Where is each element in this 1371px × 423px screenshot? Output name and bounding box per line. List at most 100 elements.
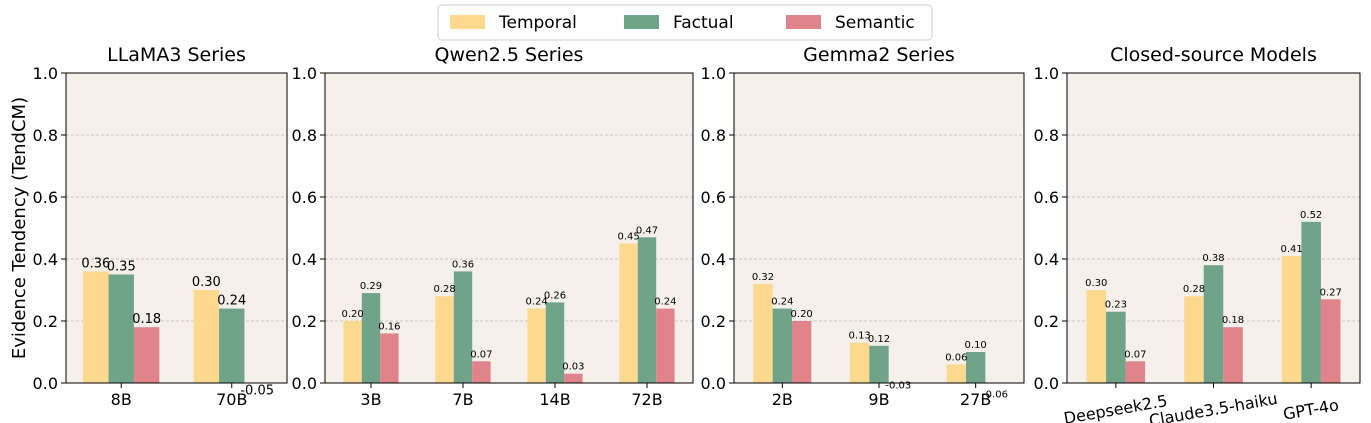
value-label: 0.52 — [1300, 210, 1322, 221]
legend-swatch — [786, 15, 821, 29]
value-label: 0.26 — [544, 290, 566, 301]
value-label: 0.36 — [81, 256, 110, 271]
legend-swatch — [450, 15, 485, 29]
value-label: 0.24 — [217, 294, 246, 309]
bars — [83, 271, 245, 383]
y-tick-label: 0.6 — [292, 188, 317, 207]
value-label: 0.28 — [433, 284, 455, 295]
bar — [1203, 265, 1224, 383]
value-label: 0.24 — [771, 297, 793, 308]
y-axis-label: Evidence Tendency (TendCM) — [9, 97, 30, 359]
bar — [637, 237, 657, 383]
bar — [361, 293, 381, 383]
axes-frame — [65, 72, 288, 384]
axes-frame — [324, 72, 694, 384]
y-tick-label: 0.4 — [1034, 250, 1059, 269]
y-tick-label: 0.2 — [1034, 312, 1059, 331]
bar — [966, 352, 986, 383]
value-label: 0.20 — [791, 309, 813, 320]
bar — [219, 308, 245, 383]
legend-label: Factual — [673, 13, 734, 33]
bar — [1125, 361, 1146, 383]
value-label: 0.45 — [617, 232, 639, 243]
value-label: 0.12 — [868, 334, 890, 345]
value-label: 0.07 — [470, 349, 492, 360]
bars — [343, 237, 675, 383]
chart-title: LLaMA3 Series — [107, 44, 246, 66]
value-label: 0.07 — [1124, 349, 1146, 360]
value-label: 0.27 — [1320, 287, 1342, 298]
x-tick-label: 2B — [772, 390, 793, 409]
bar — [1106, 311, 1126, 383]
bar — [343, 321, 362, 383]
x-tick-label: 8B — [111, 390, 132, 409]
bar — [1223, 327, 1243, 383]
value-label: 0.06 — [945, 352, 967, 363]
y-tick-label: 0.8 — [33, 126, 58, 145]
y-tick-label: 0.2 — [33, 312, 58, 331]
legend-label: Temporal — [498, 13, 577, 33]
bar — [380, 333, 399, 383]
bar — [133, 327, 160, 383]
axes-frame — [1066, 72, 1361, 384]
value-label: 0.18 — [132, 312, 161, 327]
bar — [792, 321, 812, 383]
value-label: -0.05 — [240, 384, 274, 399]
value-label: 0.10 — [965, 340, 987, 351]
value-label: 0.32 — [752, 272, 774, 283]
bar — [564, 373, 583, 383]
chart-title: Qwen2.5 Series — [435, 44, 584, 66]
y-tick-label: 0.0 — [701, 374, 726, 393]
bar — [545, 302, 565, 383]
y-tick-label: 1.0 — [292, 64, 317, 83]
legend-label: Semantic — [835, 13, 915, 33]
value-label: 0.41 — [1281, 244, 1303, 255]
y-tick-label: 0.8 — [292, 126, 317, 145]
bar — [850, 342, 870, 383]
value-label: 0.20 — [341, 309, 363, 320]
bar — [83, 271, 109, 383]
value-label: 0.36 — [452, 259, 474, 270]
value-label: 0.30 — [192, 275, 221, 290]
legend-box — [437, 4, 933, 41]
bar — [1184, 296, 1204, 383]
bar — [946, 364, 966, 383]
y-tick-label: 0.0 — [33, 374, 58, 393]
bar — [772, 308, 792, 383]
x-tick-label: 27B — [960, 390, 991, 409]
value-label: 0.24 — [654, 297, 676, 308]
x-tick-label: GPT-4o — [1282, 395, 1341, 423]
y-tick-label: 0.2 — [292, 312, 317, 331]
bar — [1320, 299, 1341, 383]
bar — [1301, 221, 1321, 383]
bar — [435, 296, 454, 383]
y-tick-label: 1.0 — [1034, 64, 1059, 83]
bar — [753, 283, 773, 383]
bar — [1086, 290, 1107, 383]
x-tick-label: 9B — [868, 390, 889, 409]
x-tick-label: 70B — [216, 390, 247, 409]
value-label: -0.03 — [885, 380, 911, 391]
value-label: 0.23 — [1105, 300, 1127, 311]
y-tick-label: 0.0 — [292, 374, 317, 393]
y-tick-label: 0.4 — [292, 250, 317, 269]
value-label: 0.35 — [107, 260, 136, 275]
bar — [108, 274, 134, 383]
bar — [656, 308, 675, 383]
bars — [1086, 221, 1341, 383]
y-tick-label: 1.0 — [33, 64, 58, 83]
y-tick-label: 0.0 — [1034, 374, 1059, 393]
bar — [869, 345, 889, 383]
value-label: 0.47 — [636, 225, 658, 236]
bars — [753, 283, 986, 383]
y-tick-label: 0.4 — [33, 250, 58, 269]
bar — [1281, 255, 1302, 383]
value-label: 0.24 — [525, 297, 547, 308]
x-tick-label: 72B — [631, 390, 662, 409]
axes-frame — [733, 72, 1025, 384]
x-tick-label: 14B — [539, 390, 570, 409]
y-tick-label: 0.8 — [701, 126, 726, 145]
x-tick-label: 3B — [360, 390, 381, 409]
y-tick-label: 0.8 — [1034, 126, 1059, 145]
